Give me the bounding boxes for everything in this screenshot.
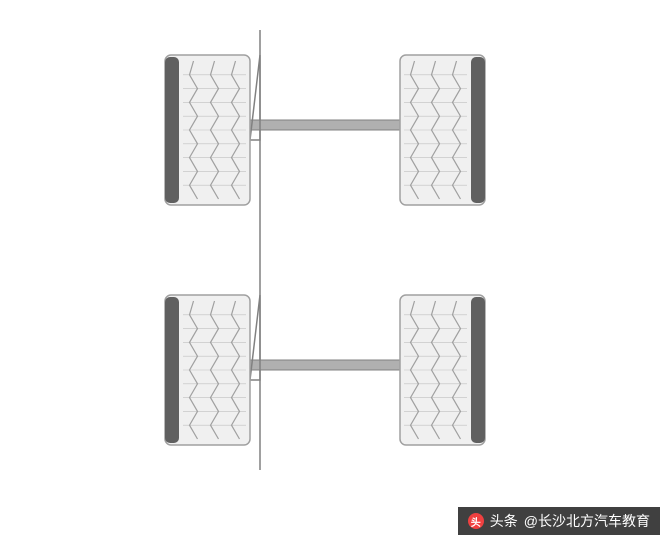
toutiao-icon: 头 [468,513,484,529]
source-caption: 头 头条 @长沙北方汽车教育 [458,507,660,535]
wheel-alignment-diagram [0,0,660,535]
front-axle [250,120,400,130]
rear-axle [250,360,400,370]
wheel-front-right [400,55,485,205]
wheel-rear-right [400,295,485,445]
caption-text: @长沙北方汽车教育 [524,511,650,531]
wheel-front-left [165,55,250,205]
wheel-rear-left [165,295,250,445]
caption-prefix: 头条 [490,511,518,531]
